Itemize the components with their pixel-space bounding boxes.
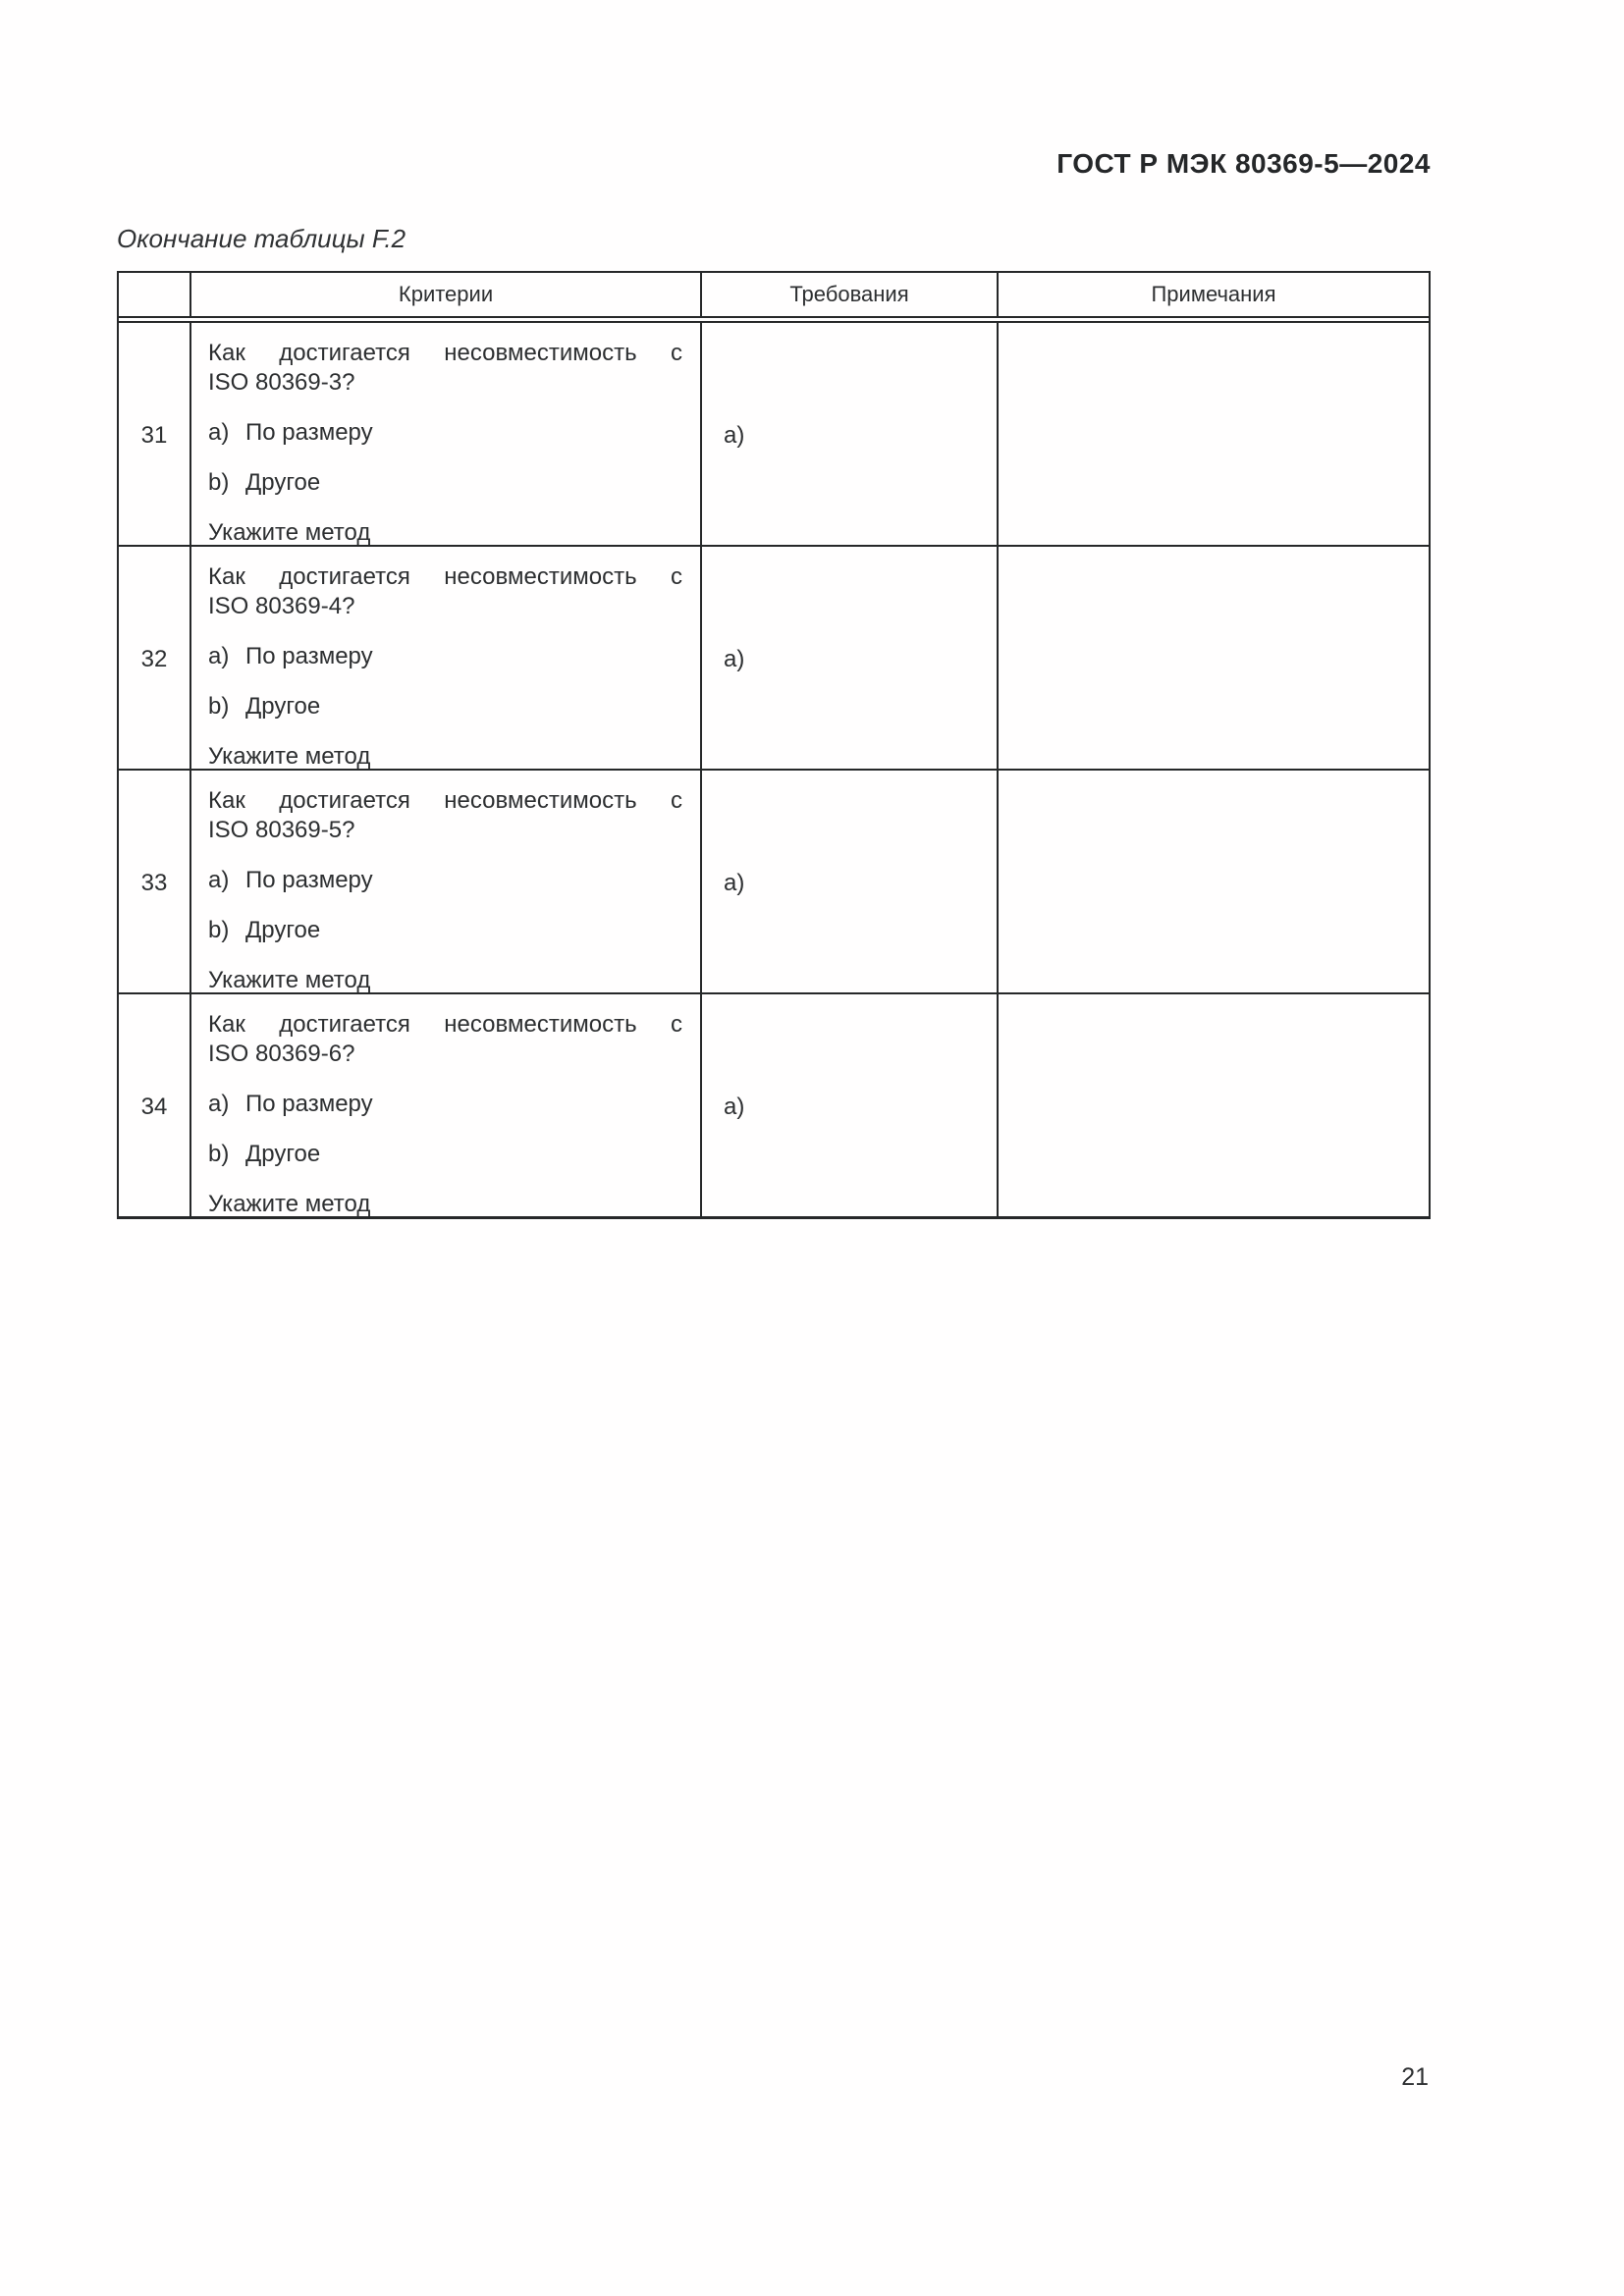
- table-row-33: 33 Как достигается несовместимость с ISO…: [119, 771, 1429, 994]
- row-number-cell: 34: [119, 994, 191, 1216]
- option-a: a) По размеру: [208, 642, 682, 671]
- option-a-marker: a): [208, 643, 230, 669]
- requirement-cell: а): [702, 547, 999, 769]
- option-b-label: Другое: [245, 917, 321, 943]
- option-a-label: По размеру: [245, 867, 373, 893]
- option-b: b) Другое: [208, 468, 682, 498]
- option-b-marker: b): [208, 1141, 230, 1167]
- option-a-label: По размеру: [245, 419, 373, 446]
- option-a-marker: a): [208, 867, 230, 893]
- criteria-footer: Укажите метод: [208, 1191, 371, 1216]
- row-number-cell: 32: [119, 547, 191, 769]
- table-row-31: 31 Как достигается несовместимость с ISO…: [119, 323, 1429, 547]
- table-caption: Окончание таблицы F.2: [117, 224, 406, 253]
- option-b: b) Другое: [208, 692, 682, 721]
- page-number: 21: [1401, 2063, 1429, 2091]
- criteria-cell: Как достигается несовместимость с ISO 80…: [191, 323, 702, 545]
- criteria-cell: Как достигается несовместимость с ISO 80…: [191, 994, 702, 1216]
- criteria-footer: Укажите метод: [208, 743, 371, 769]
- option-a: a) По размеру: [208, 1090, 682, 1119]
- option-b-marker: b): [208, 469, 230, 496]
- row-number-cell: 31: [119, 323, 191, 545]
- notes-cell: [999, 771, 1429, 992]
- option-a: a) По размеру: [208, 866, 682, 895]
- header-cell-criteria: Критерии: [191, 273, 702, 316]
- option-b-marker: b): [208, 693, 230, 720]
- question-line-1: Как достигается несовместимость с: [208, 563, 682, 590]
- notes-cell: [999, 323, 1429, 545]
- requirement-cell: а): [702, 994, 999, 1216]
- header-cell-number: [119, 273, 191, 316]
- question-line-2: ISO 80369-3?: [208, 369, 355, 396]
- question-line-2: ISO 80369-5?: [208, 817, 355, 843]
- criteria-cell: Как достигается несовместимость с ISO 80…: [191, 547, 702, 769]
- header-cell-notes: Примечания: [1151, 282, 1276, 306]
- option-a-marker: a): [208, 1091, 230, 1117]
- question-line-1: Как достигается несовместимость с: [208, 787, 682, 814]
- table-header-row: Критерии Требования Примечания: [119, 273, 1429, 323]
- option-b: b) Другое: [208, 916, 682, 945]
- requirement-cell: а): [702, 323, 999, 545]
- criteria-footer: Укажите метод: [208, 967, 371, 992]
- question-line-1: Как достигается несовместимость с: [208, 340, 682, 366]
- option-b-marker: b): [208, 917, 230, 943]
- requirement-cell: а): [702, 771, 999, 992]
- row-number-cell: 33: [119, 771, 191, 992]
- criteria-footer: Укажите метод: [208, 519, 371, 545]
- option-b-label: Другое: [245, 1141, 321, 1167]
- option-b-label: Другое: [245, 693, 321, 720]
- question-line-2: ISO 80369-6?: [208, 1041, 355, 1067]
- header-cell-requirements: Требования: [702, 273, 999, 316]
- notes-cell: [999, 547, 1429, 769]
- option-b-label: Другое: [245, 469, 321, 496]
- table-row-32: 32 Как достигается несовместимость с ISO…: [119, 547, 1429, 771]
- question-line-2: ISO 80369-4?: [208, 593, 355, 619]
- criteria-cell: Как достигается несовместимость с ISO 80…: [191, 771, 702, 992]
- option-a-label: По размеру: [245, 643, 373, 669]
- option-a-label: По размеру: [245, 1091, 373, 1117]
- notes-cell: [999, 994, 1429, 1216]
- option-a-marker: a): [208, 419, 230, 446]
- document-header-title: ГОСТ Р МЭК 80369-5—2024: [1056, 148, 1431, 179]
- table-f2: Критерии Требования Примечания 31 Как до…: [117, 271, 1431, 1219]
- table-row-34: 34 Как достигается несовместимость с ISO…: [119, 994, 1429, 1216]
- option-a: a) По размеру: [208, 418, 682, 448]
- option-b: b) Другое: [208, 1140, 682, 1169]
- question-line-1: Как достигается несовместимость с: [208, 1011, 682, 1038]
